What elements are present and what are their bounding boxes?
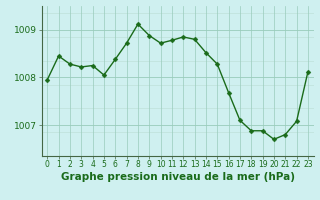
X-axis label: Graphe pression niveau de la mer (hPa): Graphe pression niveau de la mer (hPa) (60, 172, 295, 182)
